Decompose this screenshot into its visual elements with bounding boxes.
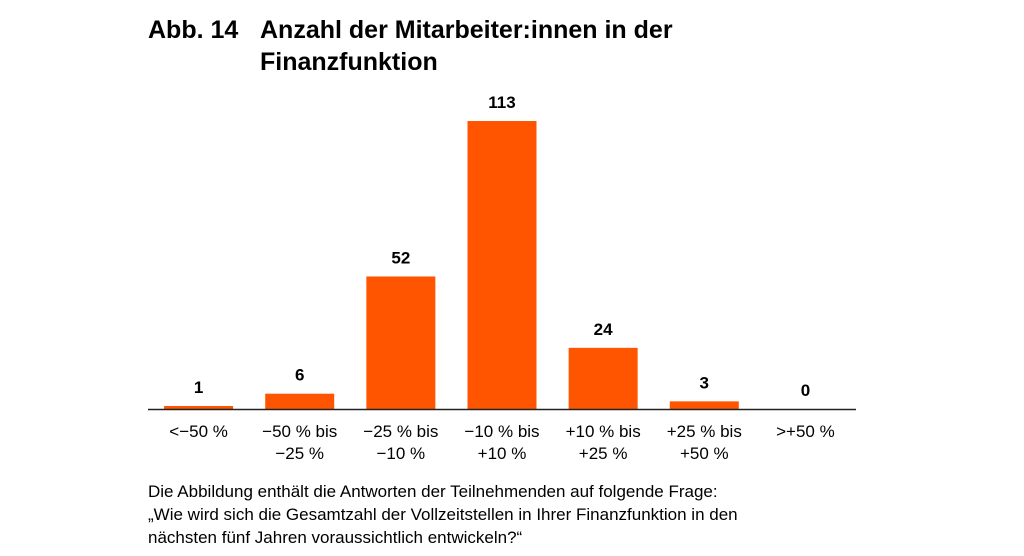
data-label: 3 xyxy=(700,373,709,392)
bar-chart: 1 <−50 % 6 −50 % bis −25 % 52 −25 % bis −10 % 11… xyxy=(148,93,856,463)
chart-title: Anzahl der Mitarbeiter:innen in der Fina… xyxy=(260,16,673,76)
x-tick-label: −10 % xyxy=(377,444,426,463)
x-tick-label: +10 % bis xyxy=(566,422,641,441)
figure-number: Abb. 14 xyxy=(148,16,239,44)
x-tick-label: +25 % xyxy=(579,444,628,463)
x-tick-label: −25 % bis xyxy=(363,422,438,441)
chart-note: Die Abbildung enthält die Antworten der … xyxy=(148,480,848,549)
data-label: 113 xyxy=(488,93,515,112)
data-label: 6 xyxy=(295,366,304,385)
x-tick-label: −50 % bis xyxy=(262,422,337,441)
data-label: 1 xyxy=(194,378,203,397)
bar xyxy=(265,393,335,409)
x-tick-label: +25 % bis xyxy=(667,422,742,441)
bar xyxy=(467,121,537,409)
x-tick-label: >+50 % xyxy=(776,422,835,441)
bar xyxy=(568,347,638,409)
note-line-3: nächsten fünf Jahren voraussichtlich ent… xyxy=(148,528,523,547)
x-tick-label: −25 % xyxy=(275,444,324,463)
bar xyxy=(164,406,234,409)
note-line-2: „Wie wird sich die Gesamtzahl der Vollze… xyxy=(148,505,738,524)
note-line-1: Die Abbildung enthält die Antworten der … xyxy=(148,482,718,501)
x-tick-label: +50 % xyxy=(680,444,729,463)
data-label: 0 xyxy=(801,381,810,400)
bar xyxy=(366,276,436,409)
x-tick-label: +10 % xyxy=(478,444,527,463)
x-tick-label: −10 % bis xyxy=(464,422,539,441)
bar xyxy=(669,401,739,409)
x-tick-label: <−50 % xyxy=(169,422,228,441)
data-label: 24 xyxy=(594,320,613,339)
data-label: 52 xyxy=(391,248,410,267)
